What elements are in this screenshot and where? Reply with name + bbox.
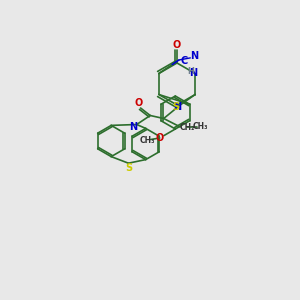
Text: CH₂: CH₂: [180, 123, 195, 132]
Text: N: N: [129, 122, 137, 132]
Text: S: S: [172, 101, 179, 112]
Text: O: O: [135, 98, 143, 108]
Text: N: N: [190, 51, 198, 61]
Text: H: H: [187, 68, 194, 76]
Text: O: O: [173, 40, 181, 50]
Text: CH₃: CH₃: [193, 122, 208, 131]
Text: S: S: [125, 163, 132, 173]
Text: N: N: [173, 101, 181, 112]
Text: C: C: [180, 56, 187, 66]
Text: N: N: [190, 68, 198, 79]
Text: CH₃: CH₃: [140, 136, 155, 145]
Text: O: O: [156, 133, 164, 143]
